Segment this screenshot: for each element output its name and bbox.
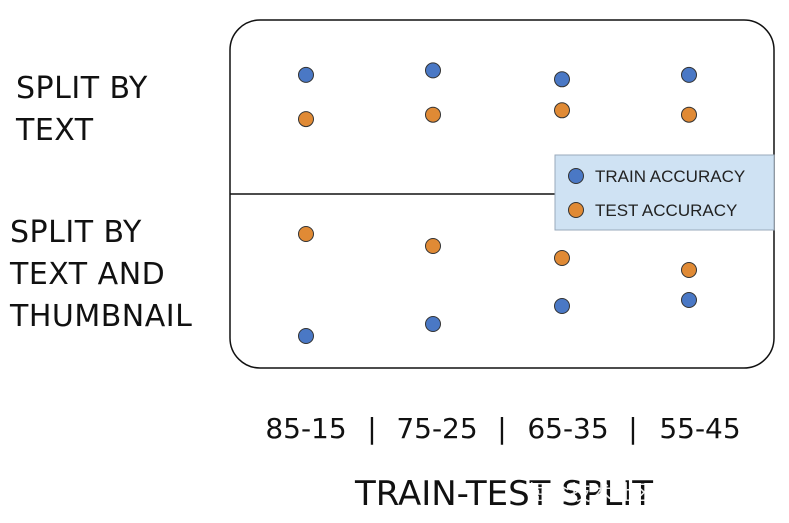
row-label-bottom-line-2: TEXT AND xyxy=(9,257,165,292)
legend-train-marker xyxy=(568,168,584,184)
row-label-bottom-line-3: THUMBNAIL xyxy=(9,299,192,334)
x-tick-label: 85-15 xyxy=(265,412,346,445)
row-label-bottom-line-1: SPLIT BY xyxy=(10,215,142,250)
train-accuracy-point xyxy=(554,71,570,88)
watermark: 掘金技术社区 @ 布客飞龙 xyxy=(528,481,772,505)
test-accuracy-point xyxy=(554,102,570,119)
x-tick-separator: | xyxy=(367,412,376,445)
x-tick-label: 55-45 xyxy=(659,412,740,445)
x-axis-title: TRAIN-TEST SPLIT xyxy=(354,474,653,514)
train-accuracy-point xyxy=(681,66,697,83)
test-accuracy-point xyxy=(425,106,441,123)
legend-test-label: TEST ACCURACY xyxy=(595,201,737,220)
train-accuracy-point xyxy=(298,66,314,83)
train-accuracy-point xyxy=(681,292,697,308)
data-points xyxy=(298,62,697,344)
train-accuracy-point xyxy=(425,316,441,332)
test-accuracy-point xyxy=(425,238,441,254)
x-tick-label: 75-25 xyxy=(396,412,477,445)
test-accuracy-point xyxy=(554,250,570,266)
train-accuracy-point xyxy=(298,328,314,344)
legend-train-label: TRAIN ACCURACY xyxy=(595,167,745,186)
x-tick-separator: | xyxy=(497,412,506,445)
x-tick-separator: | xyxy=(628,412,637,445)
legend-box xyxy=(554,154,775,231)
train-accuracy-point xyxy=(425,62,441,79)
test-accuracy-point xyxy=(298,226,314,242)
x-tick-label: 65-35 xyxy=(527,412,608,445)
train-accuracy-point xyxy=(554,298,570,314)
test-accuracy-point xyxy=(681,106,697,123)
row-label-top-line-1: SPLIT BY xyxy=(16,71,148,106)
test-accuracy-point xyxy=(681,262,697,278)
test-accuracy-point xyxy=(298,111,314,128)
legend: TRAIN ACCURACY TEST ACCURACY xyxy=(554,154,775,231)
row-label-top-line-2: TEXT xyxy=(15,113,94,148)
legend-test-marker xyxy=(568,202,584,218)
